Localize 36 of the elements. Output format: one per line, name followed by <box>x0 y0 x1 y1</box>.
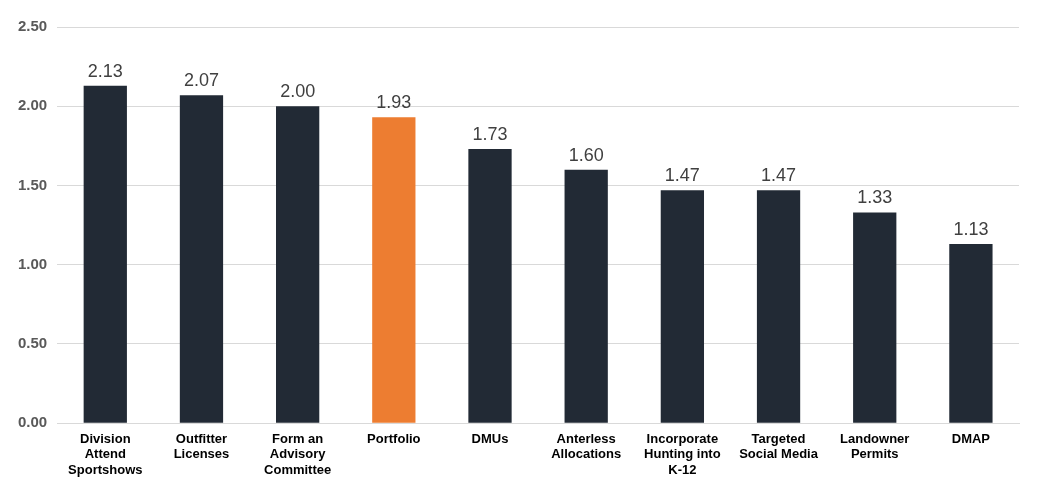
data-label: 2.13 <box>87 60 123 81</box>
bar <box>853 212 897 423</box>
x-tick-label: Anterless Allocations <box>551 430 622 462</box>
y-tick-label: 1.00 <box>17 254 48 272</box>
y-tick-label: 1.50 <box>17 175 48 193</box>
bar <box>372 117 416 423</box>
x-tick-label: Incorporate Hunting into K-12 <box>644 430 721 477</box>
x-tick-label: Targeted Social Media <box>739 430 819 462</box>
data-label: 1.47 <box>664 165 700 186</box>
data-label: 2.07 <box>183 70 219 91</box>
data-label: 1.73 <box>472 124 508 144</box>
x-tick-label: DMUs <box>471 430 509 446</box>
bar <box>756 190 801 423</box>
bar <box>276 106 320 423</box>
x-tick-label: Form an Advisory Committee <box>264 430 332 477</box>
bar <box>949 244 993 423</box>
x-tick-label: Landowner Permits <box>840 430 910 462</box>
bar <box>179 95 224 423</box>
x-tick-label: Outfitter Licenses <box>173 430 230 462</box>
bar <box>468 149 512 423</box>
data-label: 2.00 <box>280 81 316 102</box>
data-label: 1.60 <box>568 144 604 165</box>
bar <box>660 190 705 423</box>
data-label: 1.13 <box>953 219 989 240</box>
bar <box>83 85 127 423</box>
data-label: 1.33 <box>857 187 893 208</box>
y-tick-label: 0.00 <box>17 413 48 431</box>
x-tick-label: Division Attend Sportshows <box>68 430 143 477</box>
x-tick-label: Portfolio <box>367 430 421 446</box>
y-tick-label: 2.50 <box>17 17 48 35</box>
y-tick-label: 2.00 <box>17 96 48 114</box>
bar <box>564 169 608 423</box>
data-label: 1.47 <box>761 165 797 186</box>
y-tick-label: 0.50 <box>17 334 48 352</box>
x-tick-label: DMAP <box>951 430 991 446</box>
data-label: 1.93 <box>376 92 412 113</box>
